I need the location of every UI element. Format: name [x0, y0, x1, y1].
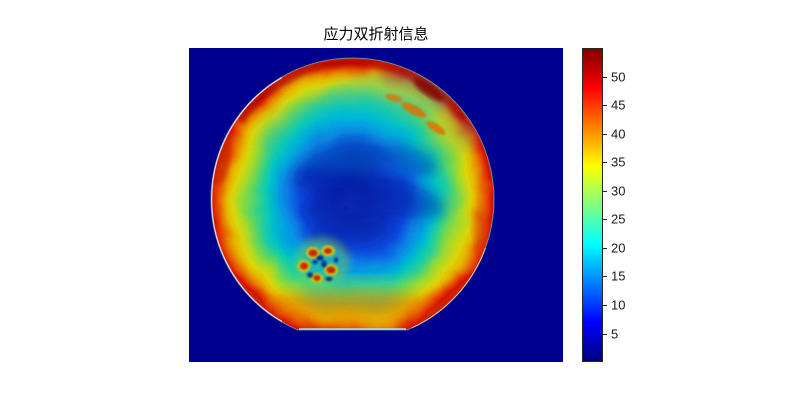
wafer-rim-highlight-left: [211, 76, 283, 323]
wafer: [210, 58, 494, 330]
colorbar-tick-label: 35: [611, 154, 626, 170]
colorbar-tick: [603, 190, 607, 192]
wafer-grain-texture: [210, 58, 494, 330]
colorbar-tick: [603, 105, 607, 107]
colorbar-tick-label: 20: [611, 240, 626, 256]
colorbar-tick: [603, 304, 607, 306]
colorbar-annotations: 50 45 40 35 30 25 20 15 10 5: [582, 48, 652, 362]
wafer-rim-highlight-right: [412, 247, 486, 329]
colorbar: [582, 48, 603, 362]
colorbar-tick-label: 30: [611, 183, 626, 199]
colorbar-tick: [603, 76, 607, 78]
colorbar-tick-label: 45: [611, 97, 626, 113]
colorbar-tick: [603, 247, 607, 249]
colorbar-tick: [603, 276, 607, 278]
chart-title: 应力双折射信息: [323, 27, 429, 43]
colorbar-tick-label: 15: [611, 268, 626, 284]
colorbar-tick: [603, 162, 607, 164]
wafer-plot-svg: [189, 48, 563, 362]
wafer-heatmap-image: [189, 48, 563, 362]
colorbar-tick: [603, 219, 607, 221]
colorbar-tick-label: 10: [611, 297, 626, 313]
colorbar-tick-label: 40: [611, 126, 626, 142]
colorbar-tick-label: 25: [611, 211, 626, 227]
colorbar-tick: [603, 133, 607, 135]
colorbar-tick: [603, 333, 607, 335]
colorbar-tick-label: 50: [611, 69, 626, 84]
colorbar-tick-label: 5: [611, 326, 619, 341]
